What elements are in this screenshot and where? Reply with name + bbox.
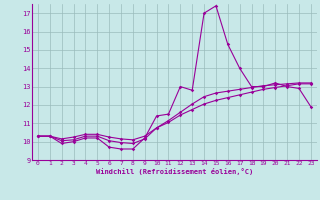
X-axis label: Windchill (Refroidissement éolien,°C): Windchill (Refroidissement éolien,°C) bbox=[96, 168, 253, 175]
